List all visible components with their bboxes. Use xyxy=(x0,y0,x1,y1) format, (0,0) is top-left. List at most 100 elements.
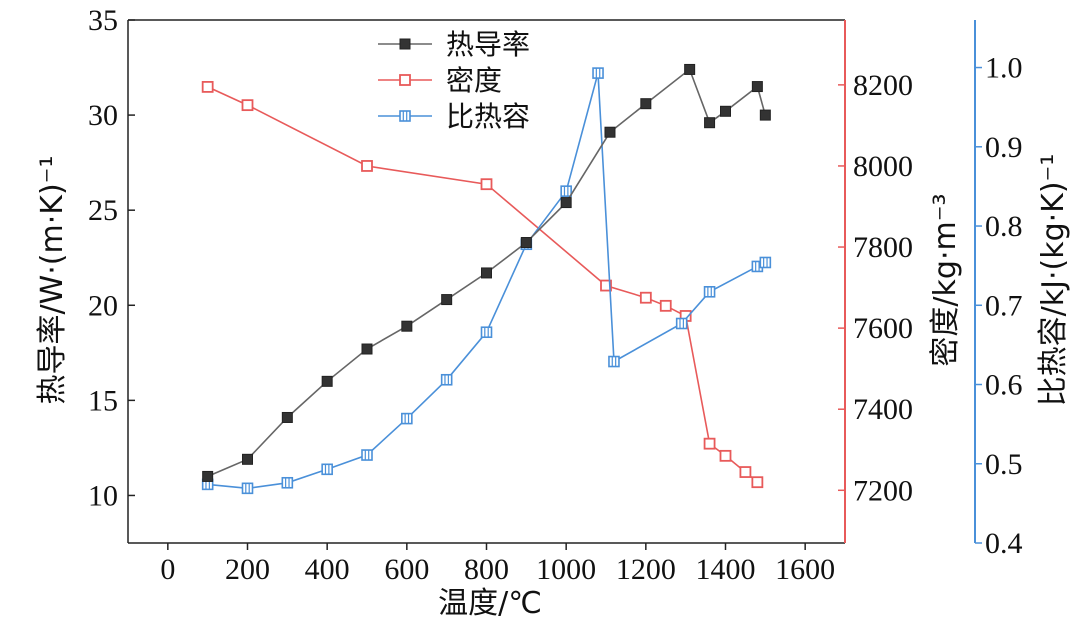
density-point xyxy=(719,449,732,462)
specific-heat-point xyxy=(361,449,373,461)
x-tick-label: 400 xyxy=(305,553,350,586)
x-axis-title: 温度/℃ xyxy=(438,586,542,620)
specific-heat-point-box xyxy=(480,326,493,339)
thermal-conductivity-point xyxy=(720,105,731,117)
density-point xyxy=(751,476,764,489)
thermal-conductivity-point xyxy=(481,267,492,279)
specific-heat-point xyxy=(321,463,333,476)
specific-heat-point-box xyxy=(440,373,453,386)
specific-heat-point xyxy=(440,373,453,386)
legend-marker-box xyxy=(399,110,411,122)
thermal-conductivity-point xyxy=(441,294,453,306)
specific-heat-axis: 0.4 0.5 0.6 0.7 0.8 0.9 1.0 xyxy=(974,20,1023,560)
density-point xyxy=(600,279,612,292)
specific-heat-point xyxy=(281,476,294,489)
specific-heat-point-box xyxy=(401,412,413,425)
legend-label: 热导率 xyxy=(446,28,530,61)
density-point xyxy=(241,99,254,112)
density-point xyxy=(659,299,672,312)
left-tick-label: 20 xyxy=(88,289,118,322)
specific-heat-line xyxy=(207,72,766,490)
specific-heat-point xyxy=(608,355,620,368)
thermal-conductivity-point xyxy=(684,63,696,75)
specific-heat-point-box xyxy=(321,463,333,476)
density-point xyxy=(639,291,652,304)
thermal-conductivity-point xyxy=(202,470,214,482)
bottom-axis: 0 200 400 600 800 1000 1200 1400 1600 xyxy=(128,542,845,586)
specific-heat-tick-label: 0.7 xyxy=(985,289,1023,322)
density-tick-label: 8200 xyxy=(853,69,913,102)
specific-heat-point-box xyxy=(759,256,772,269)
specific-heat-tick-label: 0.6 xyxy=(985,369,1023,402)
density-point xyxy=(703,437,716,450)
specific-heat-point-box xyxy=(592,67,604,79)
x-tick-label: 1200 xyxy=(616,553,676,586)
x-tick-label: 1400 xyxy=(696,553,756,586)
left-tick-label: 25 xyxy=(88,194,118,227)
thermal-conductivity-point xyxy=(361,343,373,355)
left-axis-title: 热导率/W·(m·K)⁻¹ xyxy=(35,155,70,404)
specific-heat-tick-label: 0.9 xyxy=(985,131,1023,164)
x-tick-label: 600 xyxy=(384,553,429,586)
thermal-conductivity-point xyxy=(704,117,716,129)
density-point xyxy=(739,466,752,478)
density-tick-label: 7200 xyxy=(853,474,913,507)
density-tick-label: 8000 xyxy=(853,150,913,183)
thermal-conductivity-point xyxy=(759,109,771,121)
specific-heat-point-box xyxy=(675,317,688,330)
density-point xyxy=(480,178,493,191)
x-tick-label: 800 xyxy=(464,553,509,586)
specific-heat-point xyxy=(401,412,413,425)
density-point xyxy=(201,80,214,93)
x-tick-label: 200 xyxy=(225,553,270,586)
density-tick-label: 7400 xyxy=(853,393,913,426)
series-layer xyxy=(201,63,772,495)
specific-heat-tick-label: 1.0 xyxy=(985,52,1023,85)
density-axis-title: 密度/kg·m⁻³ xyxy=(928,193,963,366)
left-tick-label: 10 xyxy=(88,479,118,512)
specific-heat-point-box xyxy=(241,482,254,495)
thermal-conductivity-point xyxy=(401,320,413,332)
density-point xyxy=(361,160,373,172)
thermal-conductivity-point xyxy=(242,453,253,465)
thermal-conductivity-point xyxy=(520,237,532,249)
specific-heat-point xyxy=(560,185,572,197)
specific-heat-point-box xyxy=(608,355,620,368)
thermal-conductivity-point xyxy=(640,98,652,110)
x-tick-label: 1000 xyxy=(536,553,596,586)
thermal-conductivity-point xyxy=(281,411,293,423)
density-tick-label: 7600 xyxy=(853,312,913,345)
thermal-conductivity-point xyxy=(751,81,763,93)
x-tick-label: 0 xyxy=(160,553,175,586)
specific-heat-point-box xyxy=(361,449,373,461)
x-tick-label: 1600 xyxy=(775,553,835,586)
specific-heat-point xyxy=(592,67,604,79)
specific-heat-point xyxy=(241,482,254,495)
specific-heat-point xyxy=(759,256,772,269)
specific-heat-tick-label: 0.5 xyxy=(985,448,1023,481)
density-axis: 7200 7400 7600 7800 8000 8200 xyxy=(838,20,913,543)
thermal-conductivity-point xyxy=(321,375,333,387)
left-axis: 10 15 20 25 30 35 xyxy=(88,4,135,543)
specific-heat-axis-title: 比热容/kJ·(kg·K)⁻¹ xyxy=(1036,154,1071,407)
specific-heat-point xyxy=(675,317,688,330)
specific-heat-point xyxy=(480,326,493,339)
thermal-conductivity-point xyxy=(560,197,572,209)
specific-heat-point xyxy=(703,286,716,298)
thermal-conductivity-point xyxy=(604,126,616,138)
legend-label: 密度 xyxy=(446,64,502,97)
left-tick-label: 35 xyxy=(88,4,118,37)
specific-heat-point-box xyxy=(703,286,716,298)
legend-label: 比热容 xyxy=(446,100,530,133)
left-tick-label: 15 xyxy=(88,384,118,417)
specific-heat-point-box xyxy=(560,185,572,197)
legend-marker xyxy=(399,38,411,50)
specific-heat-tick-label: 0.4 xyxy=(985,527,1023,560)
legend-marker xyxy=(399,74,411,86)
specific-heat-point-box xyxy=(281,476,294,489)
density-tick-label: 7800 xyxy=(853,231,913,264)
left-tick-label: 30 xyxy=(88,99,118,132)
legend-marker xyxy=(399,110,411,122)
